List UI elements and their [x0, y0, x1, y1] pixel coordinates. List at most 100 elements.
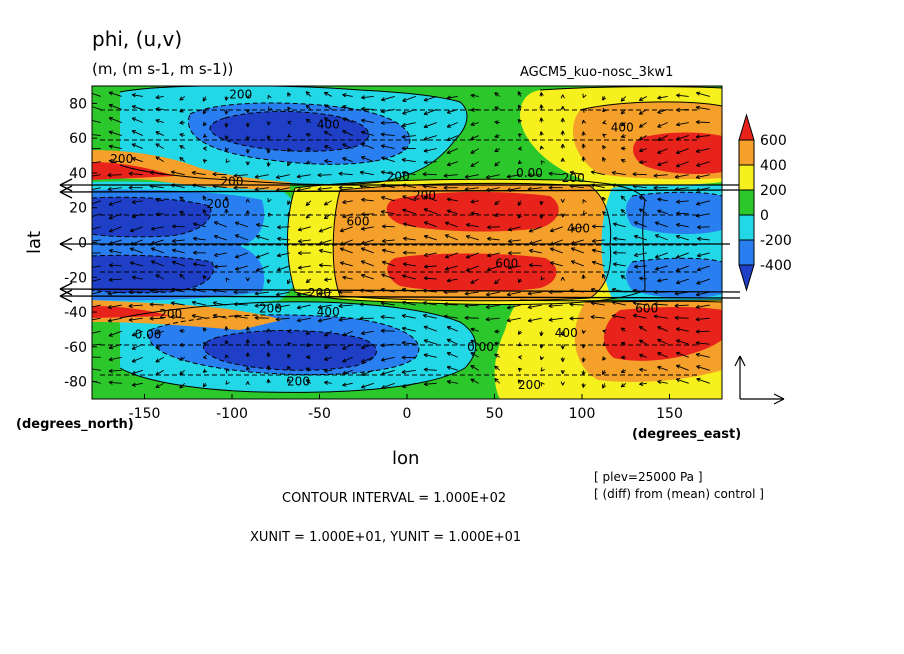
wind-arrow	[570, 247, 584, 254]
wind-arrow	[569, 302, 584, 307]
wind-arrow	[381, 382, 395, 389]
wind-arrow	[638, 96, 647, 101]
wind-arrow	[131, 330, 143, 337]
wind-arrow	[92, 291, 101, 295]
wind-arrow	[446, 148, 458, 154]
wind-arrow	[108, 213, 122, 220]
wind-arrow	[179, 156, 186, 162]
wind-arrow	[581, 274, 586, 280]
wind-arrow	[360, 118, 374, 123]
wind-arrow	[92, 226, 101, 232]
wind-arrow	[179, 120, 185, 125]
wind-arrow	[560, 157, 565, 162]
wind-arrow	[591, 260, 605, 267]
wind-arrow	[224, 96, 229, 101]
wind-arrow	[287, 200, 292, 205]
wind-arrow	[674, 303, 689, 308]
wind-arrow	[657, 209, 668, 215]
wind-arrow	[267, 212, 273, 218]
wind-arrow	[203, 146, 208, 151]
colorbar-bin-bottom	[738, 264, 755, 292]
wind-arrow	[92, 119, 101, 123]
wind-arrow	[360, 369, 374, 376]
wind-arrow	[287, 353, 292, 359]
wind-arrow	[275, 304, 290, 309]
wind-arrow	[255, 265, 269, 272]
wind-arrow	[108, 330, 122, 337]
wind-arrow	[380, 120, 395, 126]
wind-arrow	[234, 234, 248, 241]
wind-arrow	[549, 247, 563, 254]
wind-arrow	[401, 326, 416, 332]
wind-arrow	[342, 275, 353, 280]
y-unit-label: (degrees_north)	[16, 417, 134, 432]
wind-arrow	[296, 291, 311, 297]
y-tick-label: 20	[69, 201, 87, 217]
contour-label: 600	[347, 215, 370, 229]
wind-arrow	[695, 304, 710, 309]
wind-arrow	[305, 342, 311, 347]
wind-arrow	[360, 356, 374, 363]
wind-arrow	[560, 213, 565, 218]
wind-arrow	[359, 302, 374, 307]
wind-arrow	[633, 221, 647, 228]
wind-arrow	[602, 145, 607, 150]
wind-arrow	[560, 370, 565, 375]
wind-arrow	[560, 198, 565, 203]
wind-arrow	[317, 317, 332, 323]
chart-units: (m, (m s-1, m s-1))	[92, 60, 233, 78]
wind-arrow	[381, 224, 395, 229]
wind-arrow	[108, 356, 122, 362]
wind-arrow	[581, 119, 587, 125]
wind-arrow	[305, 367, 311, 372]
wind-arrow	[202, 368, 208, 373]
wind-arrow	[539, 104, 544, 110]
wind-arrow	[305, 379, 312, 384]
wind-arrow	[539, 331, 544, 337]
wind-arrow	[108, 277, 122, 282]
wind-arrow	[465, 222, 479, 228]
wind-arrow	[654, 234, 668, 241]
wind-arrow	[287, 342, 292, 347]
wind-arrow	[107, 173, 122, 178]
wind-arrow	[620, 341, 626, 346]
wind-arrow	[287, 147, 292, 153]
wind-arrow	[517, 200, 522, 207]
wind-arrow	[443, 314, 458, 319]
y-tick-label: 60	[69, 131, 87, 147]
wind-arrow	[342, 330, 353, 337]
contour-label: 400	[611, 121, 634, 135]
wind-arrow	[528, 248, 542, 254]
wind-arrow	[212, 313, 227, 319]
wind-arrow	[224, 339, 229, 345]
colorbar-bin	[738, 164, 755, 191]
wind-arrow	[128, 317, 143, 322]
wind-arrow	[245, 161, 250, 166]
x-tick-label: -50	[308, 406, 331, 422]
wind-arrow	[528, 226, 542, 233]
wind-arrow	[612, 262, 626, 267]
wind-arrow	[254, 315, 269, 320]
wind-arrow	[470, 121, 479, 127]
wind-arrow	[675, 278, 689, 285]
colorbar-label: 200	[760, 183, 787, 199]
wind-arrow	[361, 212, 374, 217]
wind-arrow	[470, 327, 479, 332]
wind-arrow	[638, 109, 647, 115]
wind-arrow	[470, 365, 479, 371]
wind-arrow	[528, 263, 542, 268]
wind-arrow	[342, 199, 353, 205]
wind-arrow	[191, 300, 206, 306]
wind-arrow	[179, 273, 186, 280]
wind-arrow	[266, 328, 272, 333]
wind-arrow	[192, 250, 206, 255]
wind-arrow	[675, 199, 689, 204]
wind-arrow	[446, 379, 458, 385]
wind-arrow	[129, 261, 143, 267]
wind-arrow	[657, 352, 668, 358]
wind-arrow	[446, 122, 458, 128]
wind-arrow	[423, 325, 437, 332]
wind-arrow	[131, 143, 143, 150]
wind-arrow	[548, 303, 563, 309]
colorbar-label: -200	[760, 233, 792, 249]
